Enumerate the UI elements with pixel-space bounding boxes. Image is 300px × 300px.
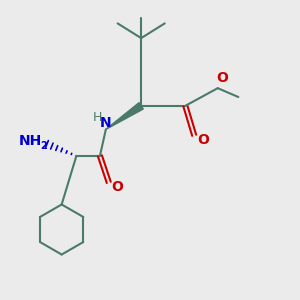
Text: O: O <box>216 71 228 85</box>
Text: H: H <box>92 111 102 124</box>
Text: O: O <box>112 180 124 194</box>
Text: N: N <box>100 116 112 130</box>
Text: 2: 2 <box>40 141 47 151</box>
Text: O: O <box>197 133 209 147</box>
Text: NH: NH <box>19 134 42 148</box>
Polygon shape <box>106 103 143 129</box>
